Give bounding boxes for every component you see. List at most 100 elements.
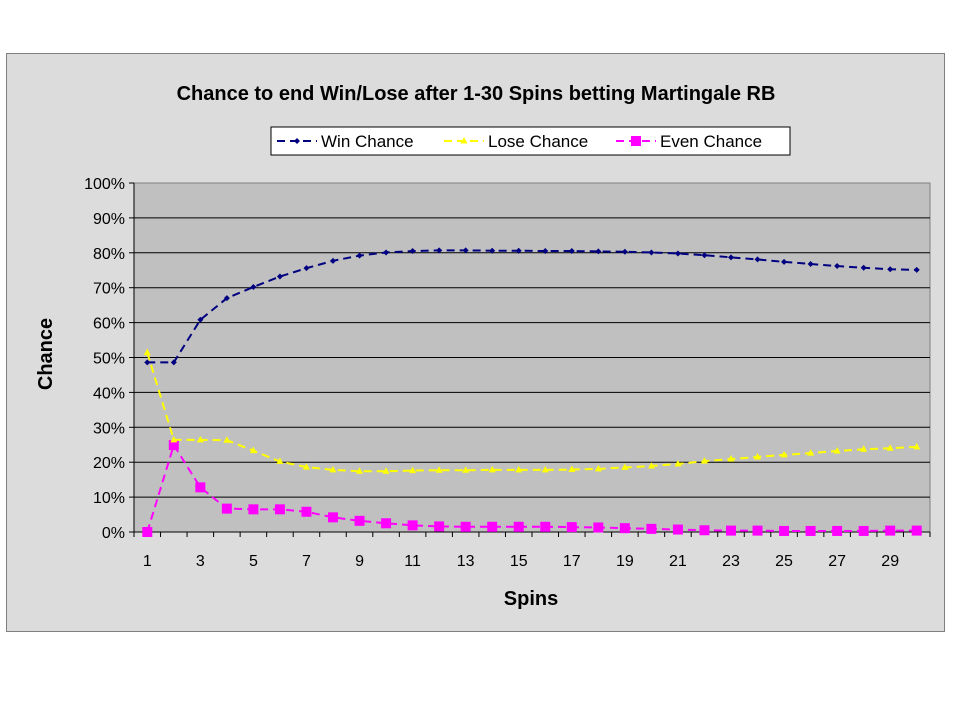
legend-box (270, 126, 791, 156)
data-point (911, 525, 922, 536)
data-point (168, 440, 179, 451)
x-tick-label: 5 (249, 553, 258, 570)
x-tick-label: 29 (881, 553, 899, 570)
data-point (832, 525, 843, 536)
data-point (248, 504, 259, 515)
legend: Win Chance Lose Chance Even Chance (270, 126, 791, 156)
data-point (276, 273, 283, 280)
series-line (146, 352, 917, 473)
x-tick-label: 13 (457, 553, 475, 570)
y-axis-ticks: 0% 10% 20% 30% 40% 50% 60% 70% 80% 90% 100% (84, 176, 134, 542)
data-point (593, 522, 604, 533)
data-point (860, 445, 868, 452)
x-axis-title: Spins (504, 588, 558, 610)
data-point (301, 506, 312, 517)
data-point (195, 482, 206, 493)
data-point (274, 504, 285, 515)
series-even-chance (142, 440, 922, 537)
data-point (805, 525, 816, 536)
data-point (858, 525, 869, 536)
data-point (779, 525, 790, 536)
x-tick-label: 19 (616, 553, 634, 570)
data-point (727, 455, 735, 462)
data-point (143, 348, 151, 356)
data-point (302, 463, 310, 470)
data-point (303, 265, 310, 272)
data-point (646, 523, 657, 534)
data-point (913, 442, 921, 450)
y-tick-label: 100% (84, 176, 125, 193)
data-point (807, 449, 815, 456)
data-point (142, 527, 153, 537)
data-point (249, 446, 257, 454)
y-tick-label: 50% (93, 351, 125, 368)
x-tick-label: 25 (775, 553, 793, 570)
data-point (541, 465, 549, 473)
data-point (568, 248, 575, 255)
y-tick-label: 30% (93, 420, 125, 437)
x-tick-label: 27 (828, 553, 846, 570)
x-axis-ticks: 1 3 5 7 9 11 13 15 17 19 21 23 25 27 29 (133, 532, 931, 570)
data-point (462, 247, 469, 254)
data-point (409, 248, 416, 255)
legend-marker (294, 138, 300, 144)
data-point (647, 462, 655, 469)
data-point (354, 515, 365, 526)
data-point (913, 266, 920, 273)
data-point (460, 521, 471, 532)
y-tick-label: 40% (93, 385, 125, 402)
data-point (699, 525, 710, 536)
data-point (540, 521, 551, 532)
data-point (381, 518, 392, 529)
series-line (147, 249, 917, 364)
x-tick-label: 17 (563, 553, 581, 570)
data-point (833, 447, 841, 454)
data-point (754, 452, 762, 460)
x-tick-label: 15 (510, 553, 528, 570)
data-point (672, 524, 683, 535)
data-point (700, 457, 708, 464)
data-point (356, 467, 364, 474)
data-point (221, 503, 232, 514)
y-tick-label: 70% (93, 281, 125, 298)
data-point (754, 256, 761, 263)
x-tick-label: 21 (669, 553, 687, 570)
legend-label: Win Chance (321, 132, 414, 151)
data-point (170, 435, 178, 443)
data-point (594, 464, 602, 472)
data-point (621, 463, 629, 470)
data-point (328, 512, 338, 523)
data-point (752, 525, 763, 536)
data-point (250, 284, 257, 291)
data-point (487, 521, 498, 532)
data-point (648, 249, 655, 256)
series-win-chance (144, 247, 920, 366)
data-point (542, 248, 549, 255)
data-point (462, 466, 470, 473)
x-tick-label: 3 (196, 553, 205, 570)
data-point (621, 248, 628, 255)
data-point (197, 316, 204, 323)
line-chart: Chance to end Win/Lose after 1-30 Spins … (35, 83, 931, 610)
data-point (196, 435, 204, 443)
series-lose-chance (143, 348, 921, 474)
data-point (489, 247, 496, 254)
x-tick-label: 11 (404, 553, 421, 570)
data-point (781, 258, 788, 265)
data-point (726, 525, 736, 536)
legend-label: Even Chance (660, 132, 762, 151)
chart-title: Chance to end Win/Lose after 1-30 Spins … (177, 83, 776, 105)
y-tick-label: 0% (102, 525, 125, 542)
data-point (619, 523, 630, 534)
x-tick-label: 23 (722, 553, 740, 570)
data-point (434, 521, 445, 532)
data-point (566, 522, 577, 533)
data-point (488, 465, 496, 473)
data-point (436, 247, 443, 254)
data-point (515, 247, 522, 254)
data-point (356, 252, 363, 259)
data-point (885, 525, 896, 536)
data-point (170, 359, 177, 366)
data-point (223, 436, 231, 443)
data-point (701, 252, 708, 259)
